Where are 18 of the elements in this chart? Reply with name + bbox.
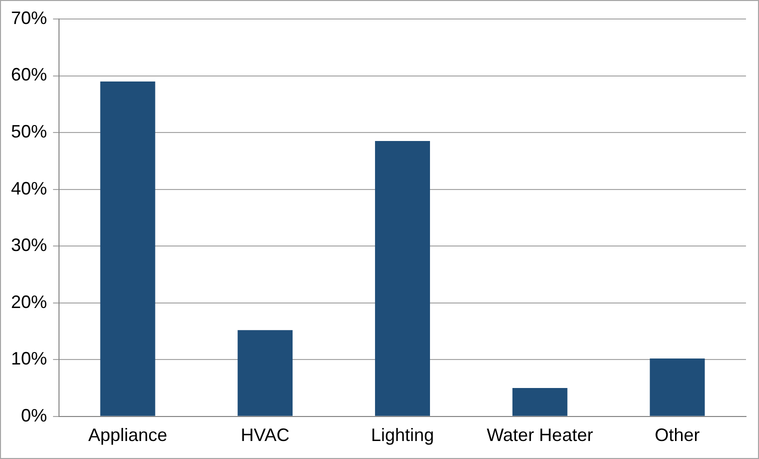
y-tick-label: 60% [10,64,48,85]
bar [100,81,156,416]
x-tick-label: Other [654,425,700,446]
y-tick-label: 0% [21,405,48,426]
x-tick-label: Water Heater [486,425,594,446]
y-tick-label: 20% [10,292,48,312]
x-tick-label: Lighting [370,425,434,446]
y-tick-label: 40% [10,178,48,198]
y-tick-label: 50% [10,122,48,142]
y-tick-label: 10% [10,348,48,369]
bar [375,141,430,416]
bar [650,358,705,416]
x-tick-label: HVAC [240,425,290,446]
y-tick-label: 30% [10,235,48,256]
y-tick-label: 70% [10,8,48,28]
bar [238,330,293,416]
bar [512,388,568,416]
x-tick-label: Appliance [88,425,168,446]
